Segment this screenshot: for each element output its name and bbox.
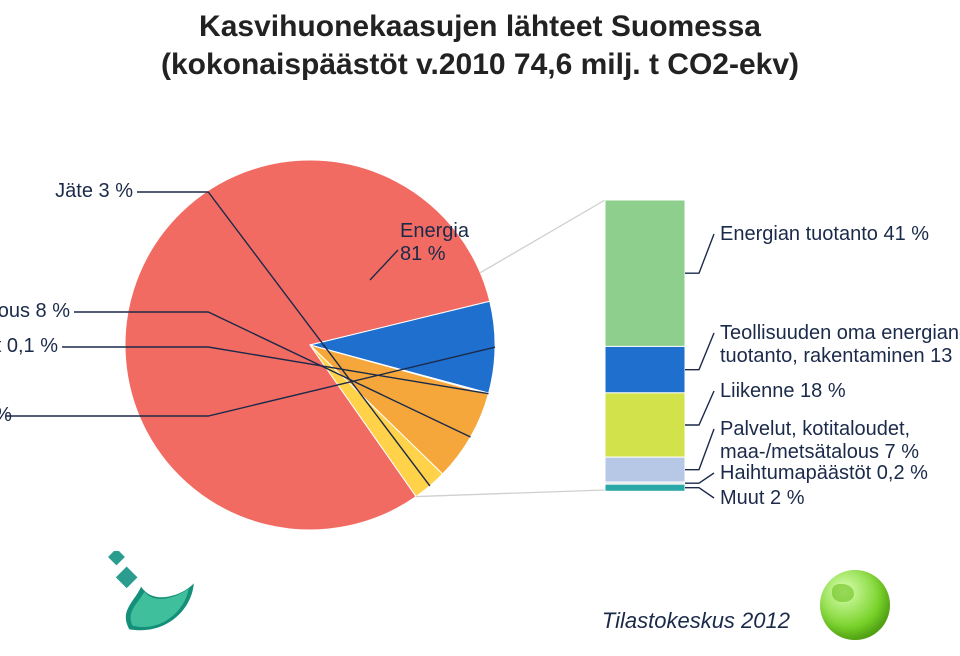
bar-seg-muut — [605, 484, 685, 491]
label-jate: Jäte 3 % — [0, 180, 133, 203]
page-root: Kasvihuonekaasujen lähteet Suomessa (kok… — [0, 0, 960, 656]
label-teollisuus: Teollisuusprosessit 8 % — [0, 404, 2, 427]
label-haihtuma: Haihtumapäästöt 0,2 % — [720, 462, 928, 485]
connector-top — [480, 200, 605, 273]
label-liuottimet: Liuottimet 0,1 % — [0, 335, 58, 358]
label-muut: Muut 2 % — [720, 487, 804, 510]
label-energia: Energia81 % — [400, 220, 469, 266]
bar-seg-palvelut — [605, 457, 685, 482]
label-liikenne: Liikenne 18 % — [720, 380, 846, 403]
label-palvelut: Palvelut, kotitaloudet,maa-/metsätalous … — [720, 418, 919, 464]
leader-muut — [685, 488, 714, 498]
chart-area: Jäte 3 % Maatalous 8 % Liuottimet 0,1 % Teo… — [0, 100, 960, 560]
leader-teoll_oma — [685, 333, 714, 370]
bar-seg-teoll_oma — [605, 346, 685, 392]
leader-haihtuma — [685, 473, 714, 483]
label-maatalous: Maatalous 8 % — [0, 300, 70, 323]
globe-icon — [820, 570, 890, 640]
label-teoll_oma: Teollisuuden oma energian-tuotanto, rake… — [720, 322, 960, 368]
page-subtitle: (kokonaispäästöt v.2010 74,6 milj. t CO2… — [0, 46, 960, 84]
bar-seg-energiantuotanto — [605, 200, 685, 346]
leader-palvelut — [685, 429, 714, 470]
leader-liikenne — [685, 391, 714, 425]
label-energiantuotanto: Energian tuotanto 41 % — [720, 223, 929, 246]
bar-seg-liikenne — [605, 393, 685, 457]
source-text: Tilastokeskus 2012 — [602, 608, 790, 634]
leader-energiantuotanto — [685, 234, 714, 273]
flame-logo-icon — [108, 551, 198, 636]
page-title: Kasvihuonekaasujen lähteet Suomessa — [0, 8, 960, 46]
connector-bottom — [416, 490, 605, 497]
